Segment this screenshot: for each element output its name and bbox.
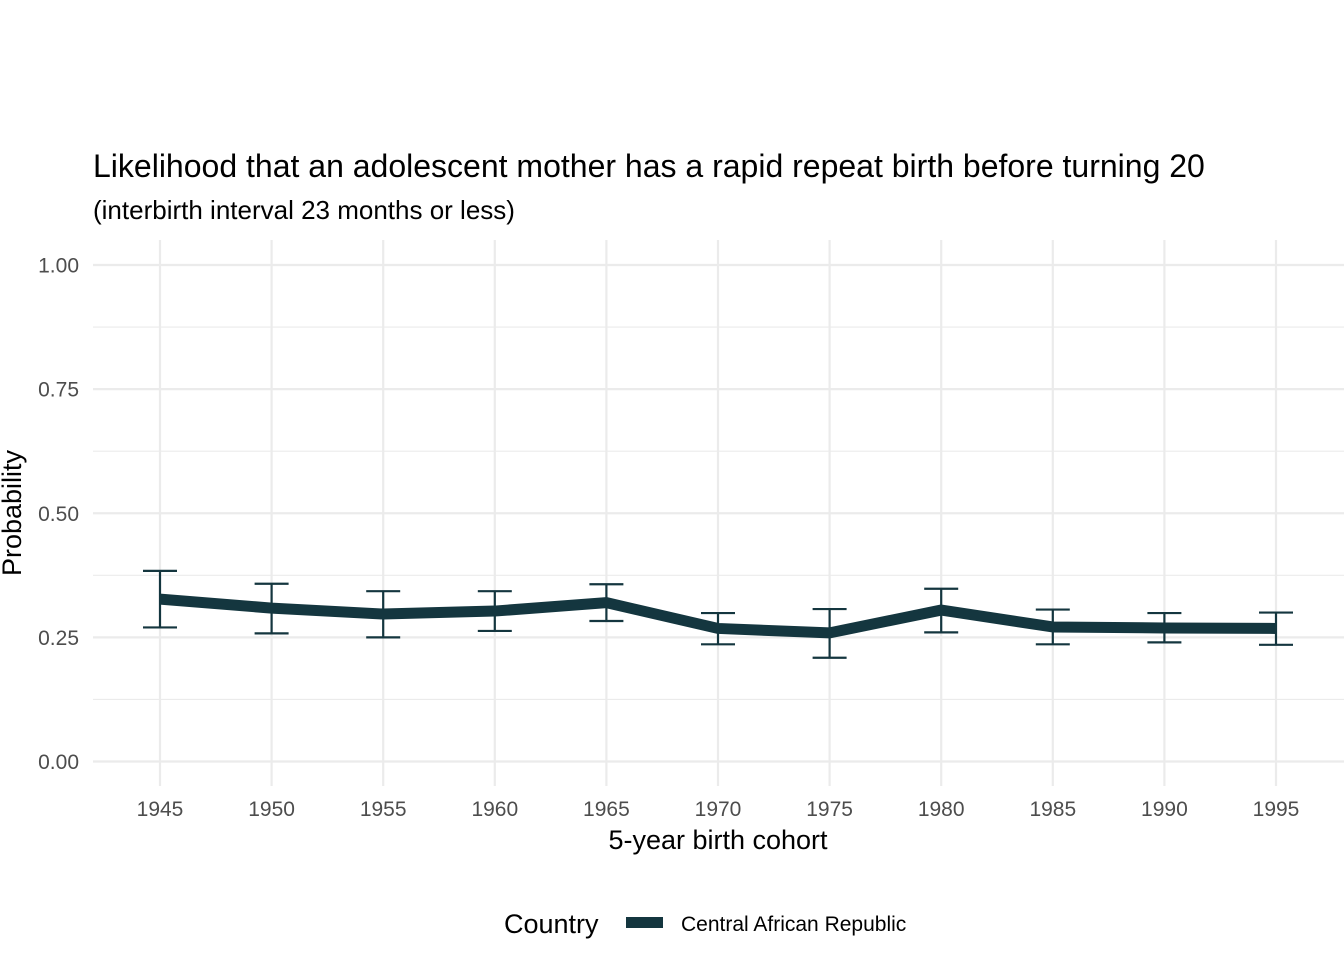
legend-key-central-african-republic xyxy=(626,917,663,928)
y-tick-label: 1.00 xyxy=(38,255,79,278)
y-tick-label: 0.25 xyxy=(38,627,79,650)
x-tick-label: 1985 xyxy=(1029,798,1076,821)
x-tick-label: 1980 xyxy=(918,798,965,821)
x-tick-label: 1970 xyxy=(695,798,742,821)
x-tick-label: 1945 xyxy=(137,798,184,821)
x-tick-label: 1990 xyxy=(1141,798,1188,821)
y-axis-label: Probability xyxy=(0,449,27,576)
error-bar xyxy=(1259,611,1293,646)
chart-title: Likelihood that an adolescent mother has… xyxy=(93,148,1205,184)
series-line-central-african-republic xyxy=(159,593,1277,639)
chart-subtitle: (interbirth interval 23 months or less) xyxy=(93,195,515,225)
legend-label-central-african-republic: Central African Republic xyxy=(681,913,906,936)
legend-title: Country xyxy=(504,909,599,939)
plot-grid xyxy=(93,240,1344,786)
x-tick-label: 1965 xyxy=(583,798,630,821)
x-tick-label: 1960 xyxy=(471,798,518,821)
y-tick-label: 0.75 xyxy=(38,379,79,402)
x-axis-ticks: 1945 1950 1955 1960 1965 1970 1975 1980 1985 1990… xyxy=(137,798,1300,821)
x-tick-label: 1995 xyxy=(1253,798,1300,821)
y-axis-ticks: 0.00 0.25 0.50 0.75 1.00 xyxy=(38,255,79,775)
legend: Country Central African Republic xyxy=(504,909,906,939)
error-bars xyxy=(143,569,1293,659)
y-tick-label: 0.50 xyxy=(38,503,79,526)
x-tick-label: 1975 xyxy=(806,798,853,821)
series-lines xyxy=(159,593,1277,639)
x-tick-label: 1950 xyxy=(248,798,295,821)
y-tick-label: 0.00 xyxy=(38,751,79,774)
x-axis-label: 5-year birth cohort xyxy=(608,825,828,855)
x-tick-label: 1955 xyxy=(360,798,407,821)
